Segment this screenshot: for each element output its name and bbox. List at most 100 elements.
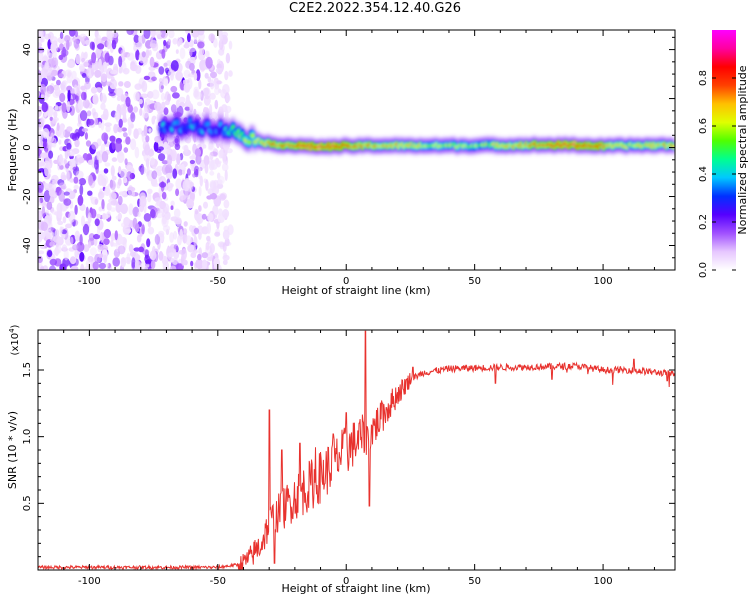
noise-blob — [205, 179, 209, 191]
noise-blob — [183, 144, 189, 153]
noise-blob — [134, 146, 140, 159]
noise-blob — [75, 170, 84, 179]
noise-blob — [134, 83, 142, 90]
noise-blob — [195, 213, 204, 225]
noise-blob — [38, 250, 45, 255]
noise-blob — [58, 73, 64, 78]
noise-blob — [201, 252, 209, 259]
noise-blob — [51, 69, 58, 77]
noise-blob — [218, 48, 225, 56]
noise-blob — [191, 30, 199, 38]
noise-blob — [203, 87, 211, 100]
noise-blob — [79, 110, 88, 122]
noise-blob — [205, 241, 210, 251]
y-tick-label: -40 — [22, 237, 33, 253]
noise-blob — [66, 39, 70, 51]
noise-blob — [151, 76, 157, 82]
noise-blob — [65, 223, 73, 229]
noise-blob — [85, 259, 93, 268]
snr-x-label: Height of straight line (km) — [281, 582, 430, 595]
noise-blob — [143, 107, 149, 119]
noise-blob — [182, 179, 190, 192]
noise-blob — [126, 164, 133, 173]
noise-blob — [179, 47, 186, 60]
noise-blob — [40, 83, 46, 95]
noise-blob — [77, 194, 84, 206]
noise-blob — [105, 263, 109, 268]
x-tick-label: 0 — [343, 276, 349, 287]
noise-blob — [51, 210, 58, 215]
noise-blob — [184, 41, 189, 49]
noise-blob — [170, 104, 177, 113]
noise-blob — [151, 170, 158, 180]
noise-blob — [173, 208, 181, 218]
noise-blob — [47, 52, 53, 60]
noise-blob — [82, 223, 90, 236]
noise-blob — [74, 128, 80, 141]
noise-blob — [49, 258, 57, 266]
noise-blob — [158, 146, 164, 151]
noise-blob — [147, 188, 153, 194]
noise-blob — [119, 168, 128, 179]
noise-blob — [198, 79, 202, 90]
noise-blob — [112, 31, 118, 39]
noise-blob — [71, 70, 77, 80]
spectrogram-heatmap — [38, 30, 675, 270]
noise-blob — [126, 30, 134, 36]
noise-blob — [115, 87, 124, 97]
noise-blob — [134, 223, 140, 233]
x-tick-label: 0 — [343, 576, 349, 587]
noise-blob — [97, 225, 101, 236]
spectrogram-axes: -100 -50 0 50 100 -40 -20 0 20 40 — [22, 30, 675, 287]
y-tick-label: 0.5 — [22, 495, 33, 511]
noise-blob — [58, 126, 66, 139]
noise-blob — [143, 30, 151, 39]
noise-blob — [74, 138, 80, 148]
noise-blob — [127, 185, 134, 197]
noise-blob — [207, 251, 214, 262]
noise-blob — [91, 52, 97, 64]
snr-series-line — [38, 330, 675, 570]
noise-blob — [61, 102, 67, 113]
noise-blob — [56, 79, 61, 86]
noise-blob — [73, 176, 79, 184]
noise-blob — [198, 205, 202, 212]
noise-blob — [63, 198, 72, 206]
noise-blob — [99, 231, 104, 243]
noise-blob — [101, 151, 109, 163]
noise-blob — [68, 190, 76, 200]
noise-blob — [158, 81, 164, 93]
y-tick-label: 1.5 — [22, 362, 33, 378]
noise-blob — [73, 184, 79, 190]
noise-blob — [88, 174, 94, 186]
noise-blob — [148, 128, 152, 133]
noise-blob — [91, 141, 99, 150]
noise-blob — [136, 127, 143, 135]
noise-blob — [96, 151, 100, 161]
noise-blob — [69, 158, 76, 167]
noise-blob — [193, 249, 198, 254]
colorbar-tick-label: 0.2 — [698, 214, 709, 230]
noise-blob — [81, 72, 87, 79]
noise-blob — [209, 151, 214, 161]
noise-blob — [74, 230, 81, 242]
noise-blob — [57, 210, 63, 218]
noise-blob — [121, 127, 127, 132]
noise-blob — [118, 56, 123, 68]
noise-blob — [149, 250, 157, 261]
noise-blob — [77, 83, 81, 93]
noise-blob — [54, 229, 60, 238]
noise-blob — [163, 62, 168, 67]
noise-blob — [203, 155, 210, 166]
noise-blob — [66, 126, 73, 132]
noise-blob — [87, 190, 93, 196]
noise-blob — [170, 200, 175, 207]
noise-blob — [57, 36, 65, 44]
noise-blob — [98, 121, 102, 129]
noise-blob — [145, 157, 150, 168]
noise-blob — [188, 39, 194, 48]
noise-blob — [222, 84, 230, 95]
noise-blob — [197, 101, 203, 107]
noise-blob — [137, 211, 141, 218]
noise-blob — [225, 94, 231, 102]
